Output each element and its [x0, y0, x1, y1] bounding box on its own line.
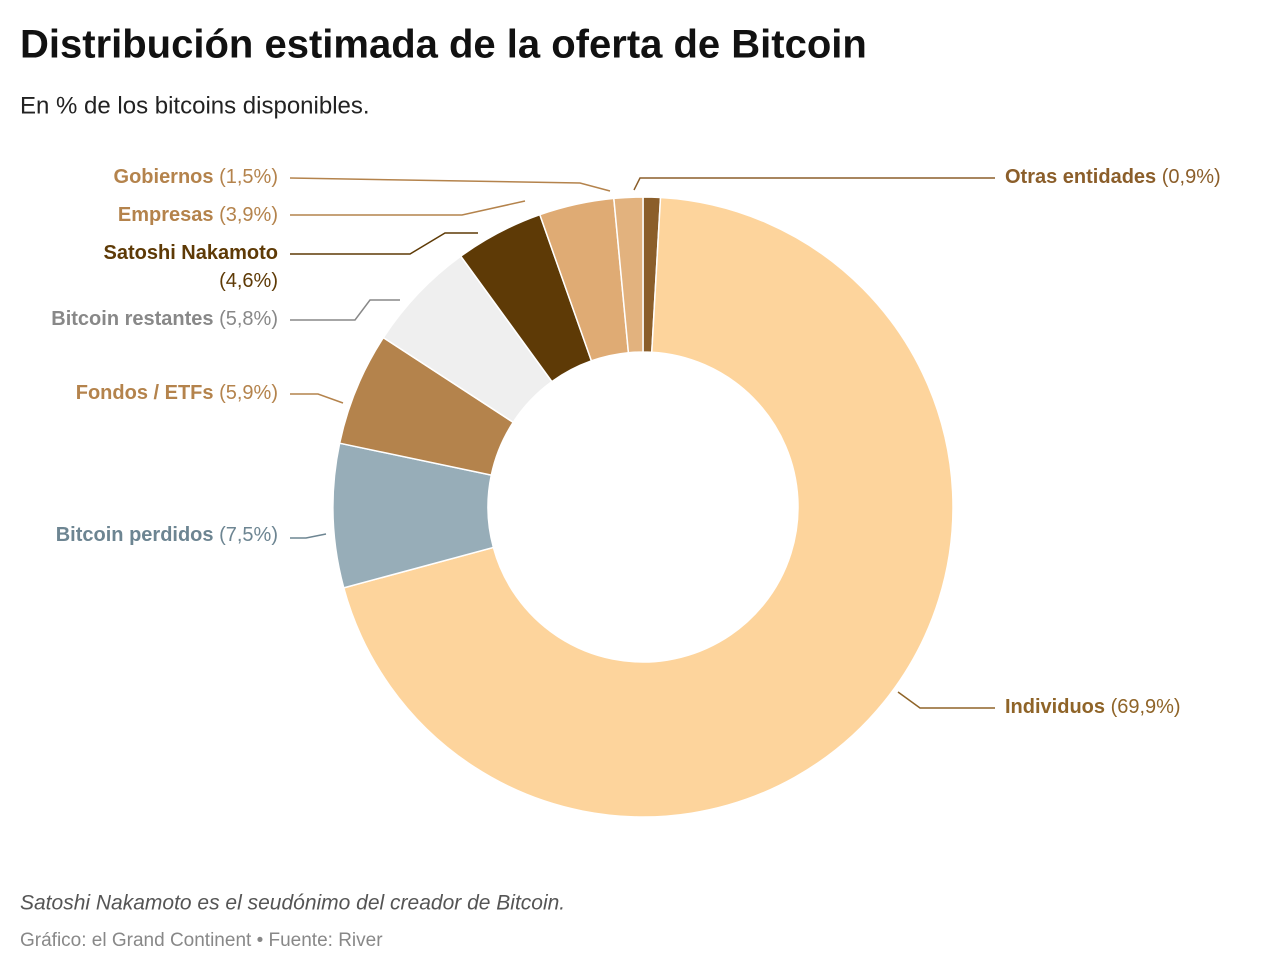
slice-label: Gobiernos (1,5%) [114, 166, 278, 188]
value-label: (7,5%) [219, 524, 278, 546]
value-label: (4,6%) [219, 270, 278, 292]
chart-subtitle: En % de los bitcoins disponibles. [20, 92, 370, 119]
leader-line [289, 177, 611, 192]
value-label: (5,9%) [219, 382, 278, 404]
leader-line [290, 200, 526, 216]
leader-line [633, 177, 995, 191]
value-label: (5,8%) [219, 308, 278, 330]
slice-label: Bitcoin perdidos (7,5%) [56, 524, 278, 546]
leader-line [290, 533, 327, 539]
chart-title: Distribución estimada de la oferta de Bi… [20, 23, 867, 67]
slice-label: Fondos / ETFs (5,9%) [76, 382, 278, 404]
leader-line [290, 232, 478, 255]
leader-line [897, 691, 995, 709]
category-name: Individuos [1005, 696, 1105, 718]
category-name: Fondos / ETFs [76, 382, 214, 404]
category-name: Gobiernos [114, 166, 214, 188]
slice [613, 196, 644, 354]
category-name: Empresas [118, 204, 214, 226]
category-name: Bitcoin perdidos [56, 524, 214, 546]
value-label: (0,9%) [1162, 166, 1221, 188]
slice-label: Empresas (3,9%) [118, 204, 278, 226]
leader-line [290, 299, 400, 321]
category-name: Bitcoin restantes [51, 308, 213, 330]
source: Gráfico: el Grand Continent • Fuente: Ri… [20, 930, 383, 951]
slice-label: Bitcoin restantes (5,8%) [51, 308, 278, 330]
leader-line [290, 393, 344, 404]
slice-label: Satoshi Nakamoto (4,6%) [104, 242, 278, 292]
slice-label: Individuos (69,9%) [1005, 696, 1181, 718]
slice-label: Otras entidades (0,9%) [1005, 166, 1221, 188]
note: Satoshi Nakamoto es el seudónimo del cre… [20, 892, 565, 915]
value-label: (1,5%) [219, 166, 278, 188]
category-name: Satoshi Nakamoto [104, 242, 278, 264]
value-label: (69,9%) [1111, 696, 1181, 718]
category-name: Otras entidades [1005, 166, 1156, 188]
slice [342, 196, 954, 818]
value-label: (3,9%) [219, 204, 278, 226]
